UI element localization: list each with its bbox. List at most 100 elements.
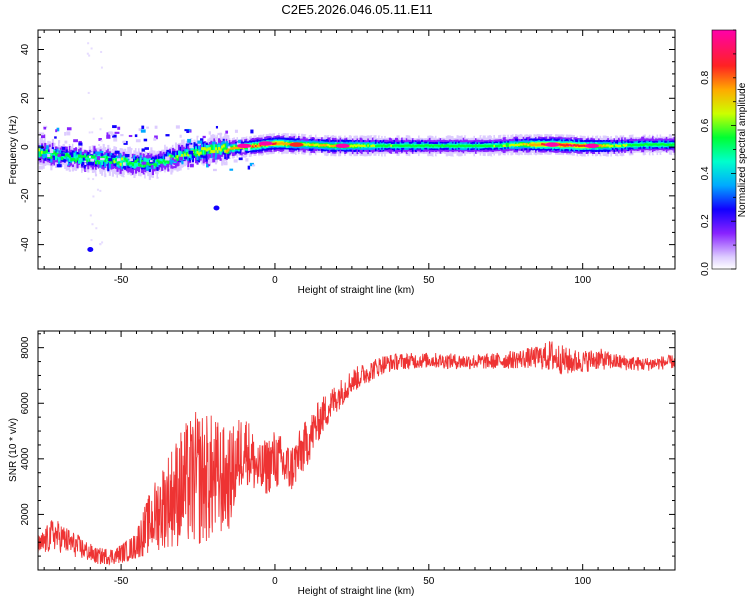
spectrogram-speck [95,151,100,154]
spectrogram-cell [81,155,84,162]
spectrogram-y-tick-label: 0 [20,144,31,150]
spectrogram-cell [667,143,670,146]
spectrogram-cell [601,145,604,148]
spectrogram-speck [87,91,90,94]
colorbar-tick-label: 0.0 [700,262,711,276]
spectrogram-cell [494,144,498,148]
spectrogram-cell [365,144,368,147]
spectrogram-cell [54,154,58,161]
spectrogram-cell [465,144,468,147]
spectrogram-speck [207,164,211,167]
spectrogram-cell [571,144,575,147]
spectrogram-speck [88,131,91,134]
spectrogram-speck [122,140,127,144]
spectrogram-cell [507,144,510,147]
spectrogram-speck [158,153,164,157]
spectrogram-speck [108,158,113,162]
spectrogram-cell [91,155,94,159]
spectrogram-speck [99,243,102,246]
spectrogram-cell [188,152,191,158]
spectrogram-cell [193,149,196,156]
spectrogram-cell [611,144,615,148]
spectrogram-cell [325,143,328,147]
spectrogram-speck [98,137,102,141]
spectrogram-cell [47,155,50,159]
spectrogram-cell [396,144,399,147]
spectrogram-cell [619,144,622,147]
spectrogram-cell [64,154,67,158]
spectrogram-speck [101,241,104,244]
spectrogram-cell [445,144,448,147]
spectrogram-cell [182,151,185,155]
spectrogram-cell [418,144,421,147]
spectrogram-cell [388,144,391,147]
colorbar-ticks: 0.0 0.2 0.4 0.6 0.8 [700,29,737,276]
spectrogram-speck [138,128,143,131]
spectrogram-cell [654,143,658,146]
spectrogram-speck [38,165,44,170]
spectrogram-cell [258,144,261,147]
spectrogram-y-tick-label: -20 [20,188,31,203]
spectrogram-cell [225,149,228,153]
spectrogram-cell [616,144,619,147]
spectrogram-hotspot [237,143,252,149]
spectrogram-cell [454,145,458,148]
spectrogram-cell [287,142,290,145]
spectrogram-cell [668,143,671,146]
spectrogram-cell [68,155,71,159]
spectrogram-speck [141,125,145,129]
spectrogram-cell [534,143,538,146]
spectrogram-cell [425,144,428,147]
spectrogram-cell [582,144,585,147]
spectrogram-cell [602,144,605,147]
spectrogram-speck [99,128,102,131]
spectrogram-speck [175,125,180,129]
spectrogram-speck [147,154,152,158]
spectrogram-cell [128,161,131,165]
spectrogram-cell [659,143,662,146]
spectrogram-cell [104,159,107,163]
spectrogram-cell [510,143,513,146]
spectrogram-cell [665,143,668,146]
spectrogram-cell [525,143,528,146]
spectrogram-speck [134,134,138,138]
spectrogram-speck [200,138,204,141]
spectrogram-cell [233,146,236,150]
spectrogram-hotspot [544,142,559,147]
spectrogram-cell [405,144,408,147]
spectrogram-cell [199,151,202,155]
spectrogram-cell [431,145,435,148]
spectrogram-speck [106,132,110,136]
spectrogram-hotspot [584,143,599,149]
snr-frame [37,330,676,571]
spectrogram-cell [93,155,96,159]
spectrogram-speck [194,143,198,147]
spectrogram-cell [558,143,561,146]
spectrogram-cell [201,147,204,151]
spectrogram-cell [239,146,242,149]
spectrogram-speck [98,144,101,147]
spectrogram-cell [278,142,281,145]
spectrogram-cell [462,144,465,148]
spectrogram-cell [73,158,76,162]
spectrogram-speck [149,160,153,163]
spectrogram-cell [105,157,108,164]
spectrogram-cell [85,159,88,163]
spectrogram-speck [99,150,104,154]
spectrogram-cell [536,143,539,147]
spectrogram-cell [150,162,153,166]
spectrogram-cell [479,144,482,147]
spectrogram-speck [48,144,51,148]
snr-x-axis-label: Height of straight line (km) [298,586,415,597]
spectrogram-cell [38,151,41,158]
spectrogram-speck [62,146,66,150]
spectrogram-speck [56,127,60,132]
spectrogram-cell [65,153,68,160]
spectrogram-cell [361,144,364,147]
spectrogram-speck [247,165,251,170]
spectrogram-cell [634,143,638,147]
spectrogram-cell [250,144,253,148]
spectrogram-cell [656,143,659,146]
spectrogram-cell [505,143,508,146]
spectrogram-cell [276,142,279,145]
